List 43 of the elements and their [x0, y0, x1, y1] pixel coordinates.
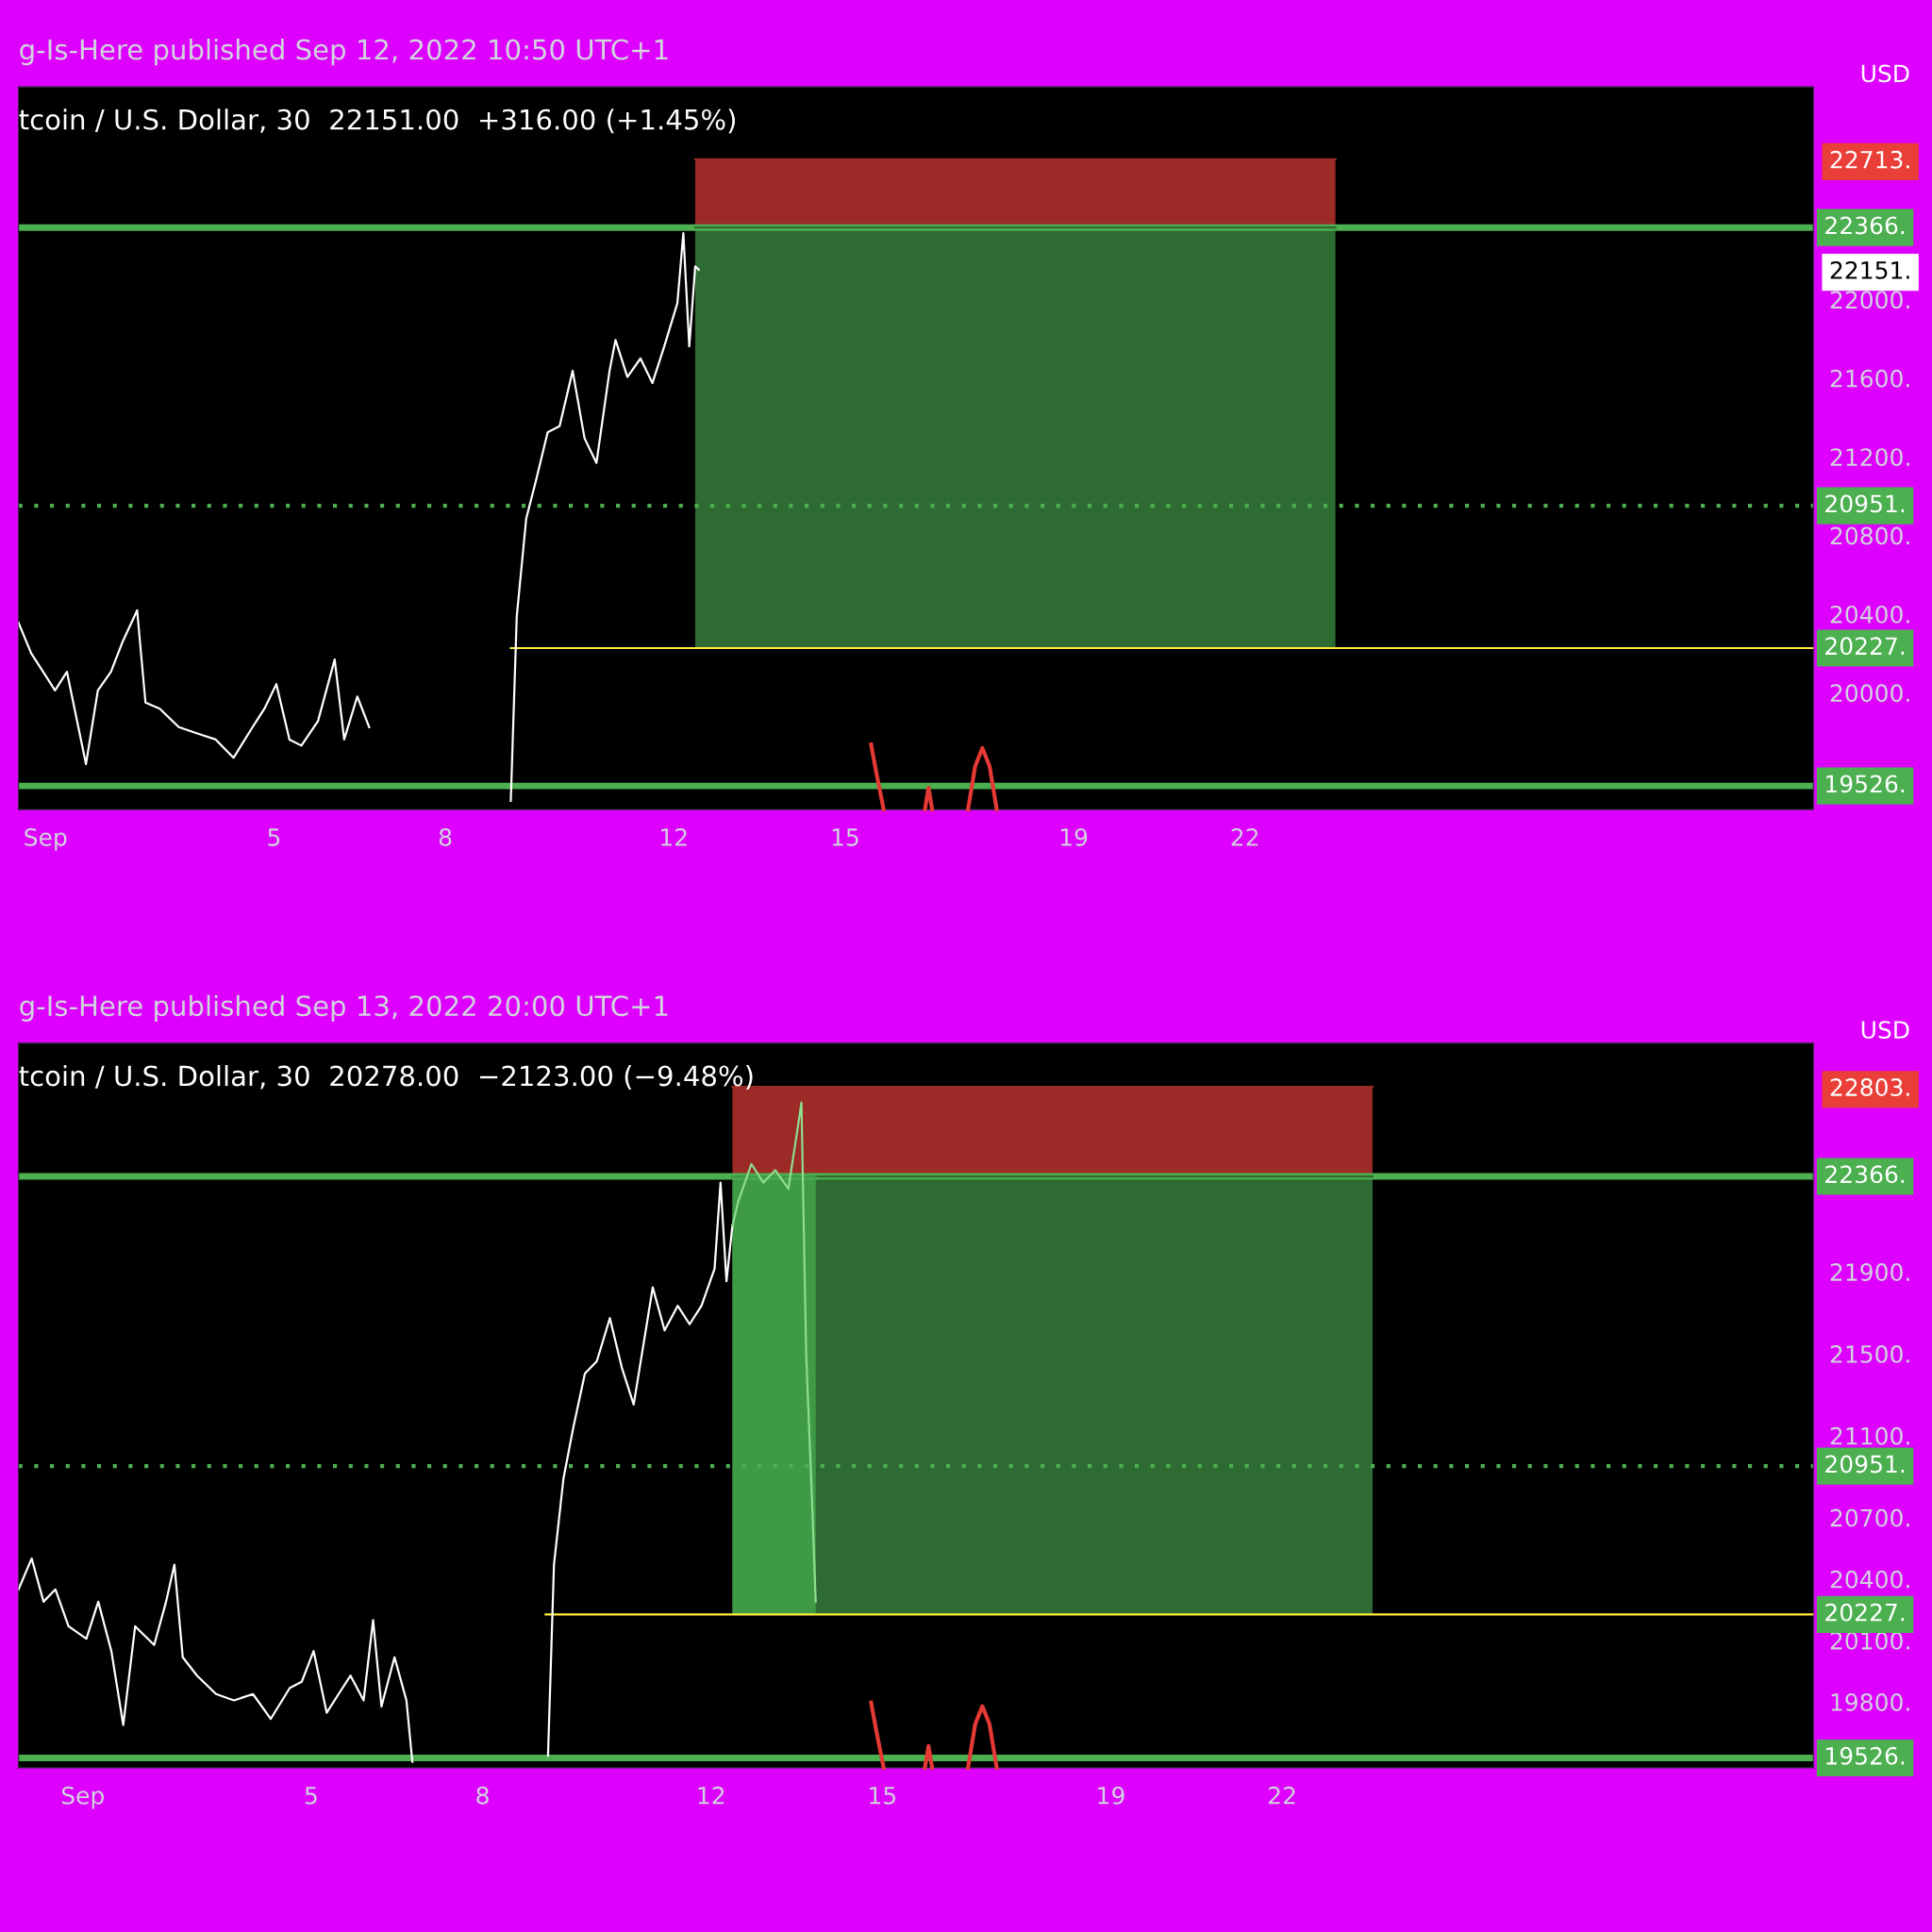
ref-line-label: 22366.	[1825, 1165, 1905, 1184]
x-tick-label: 5	[305, 1787, 317, 1805]
x-tick-label: 12	[661, 828, 687, 846]
y-tick-label: 21100.	[1830, 1426, 1909, 1445]
y-tick-label: 22151.	[1830, 260, 1909, 279]
x-tick-label: Sep	[25, 828, 67, 851]
y-tick-label: 19800.	[1831, 1692, 1909, 1711]
y-tick-label: 21500.	[1830, 1344, 1909, 1363]
y-tick-label: 22713.	[1830, 150, 1909, 169]
x-tick-label: 19	[1098, 1786, 1124, 1805]
ref-line-label: 20951.	[1825, 494, 1905, 513]
ref-line-label: 19526.	[1826, 774, 1905, 793]
ref-line-label: 20951.	[1825, 1455, 1905, 1474]
y-tick-label: 22000.	[1830, 291, 1909, 309]
y-tick-label: 20800.	[1830, 526, 1909, 545]
text: tcoin / U.S. Dollar, 30 22151.00 +316.00 (+1.45%)	[19, 108, 736, 134]
chart-title: g-Is-Here published Sep 12, 2022 10:50 UTC+1	[20, 38, 668, 66]
ref-line-label: 19526.	[1826, 1746, 1905, 1765]
y-axis-title: USD	[1861, 1021, 1909, 1040]
x-tick-label: 12	[698, 1786, 724, 1805]
x-tick-label: 22	[1269, 1786, 1295, 1805]
annotation: 20227.	[1825, 1603, 1905, 1622]
ref-line-label: 22366.	[1825, 216, 1905, 235]
y-tick-label: 21200.	[1830, 448, 1909, 467]
x-tick-label: 22	[1231, 828, 1258, 846]
annotation: 20227.	[1825, 637, 1905, 656]
y-tick-label: 20700.	[1830, 1508, 1909, 1527]
y-tick-label: 20400.	[1830, 1570, 1909, 1589]
y-axis-title: USD	[1861, 64, 1909, 83]
y-tick-label: 22803.	[1830, 1078, 1909, 1097]
x-tick-label: 15	[832, 828, 858, 846]
x-tick-label: 5	[268, 828, 280, 846]
x-tick-label: 8	[439, 828, 452, 846]
x-tick-label: 8	[476, 1786, 489, 1805]
x-tick-label: Sep	[61, 1786, 104, 1809]
text: tcoin / U.S. Dollar, 30 20278.00 −2123.00 (−9.48%)	[19, 1064, 753, 1090]
y-tick-label: 20400.	[1830, 605, 1909, 624]
x-tick-label: 19	[1060, 828, 1088, 846]
y-tick-label: 21900.	[1830, 1263, 1909, 1282]
chart-title: g-Is-Here published Sep 13, 2022 20:00 UTC+1	[20, 994, 668, 1022]
y-tick-label: 21600.	[1830, 369, 1909, 388]
x-tick-label: 15	[870, 1787, 896, 1805]
y-tick-label: 20000.	[1830, 684, 1909, 703]
